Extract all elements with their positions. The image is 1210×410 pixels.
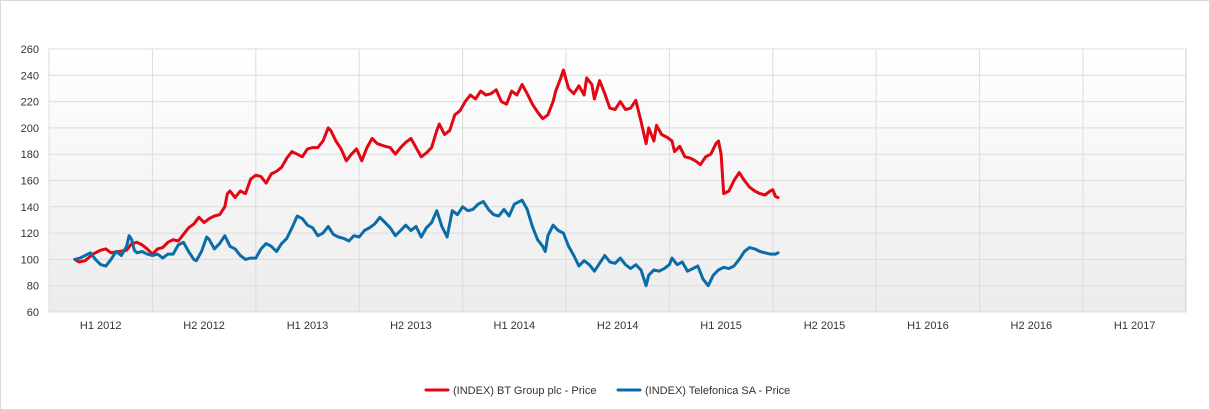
x-tick-label: H1 2012	[80, 320, 122, 332]
series-line-1	[73, 198, 780, 288]
y-axis: 60 80 100 120 140 160 180 200 220 240 260	[21, 44, 39, 319]
series-line-0	[73, 68, 780, 264]
x-tick-label: H1 2014	[494, 320, 536, 332]
series-lines	[73, 68, 780, 288]
y-tick-label: 240	[21, 70, 39, 82]
x-tick-label: H1 2017	[1114, 320, 1156, 332]
x-tick-label: H2 2014	[597, 320, 639, 332]
y-tick-label: 160	[21, 176, 39, 188]
y-tick-label: 200	[21, 123, 39, 135]
x-tick-label: H2 2015	[804, 320, 846, 332]
y-tick-label: 60	[27, 307, 39, 319]
x-tick-label: H1 2013	[287, 320, 329, 332]
y-tick-label: 80	[27, 281, 39, 293]
y-tick-label: 120	[21, 228, 39, 240]
legend: (INDEX) BT Group plc - Price (INDEX) Tele…	[424, 385, 790, 397]
legend-label-0: (INDEX) BT Group plc - Price	[453, 385, 596, 397]
grid-lines	[48, 48, 1186, 313]
legend-label-1: (INDEX) Telefonica SA - Price	[645, 385, 790, 397]
x-tick-label: H2 2016	[1011, 320, 1053, 332]
x-tick-label: H2 2012	[183, 320, 225, 332]
y-tick-label: 100	[21, 254, 39, 266]
y-tick-label: 220	[21, 97, 39, 109]
x-axis: H1 2012 H2 2012 H1 2013 H2 2013 H1 2014 H2 20…	[80, 320, 1156, 332]
y-tick-label: 180	[21, 149, 39, 161]
x-tick-label: H1 2016	[907, 320, 949, 332]
y-tick-label: 140	[21, 202, 39, 214]
x-tick-label: H1 2015	[700, 320, 742, 332]
x-tick-label: H2 2013	[390, 320, 432, 332]
y-tick-label: 260	[21, 44, 39, 56]
